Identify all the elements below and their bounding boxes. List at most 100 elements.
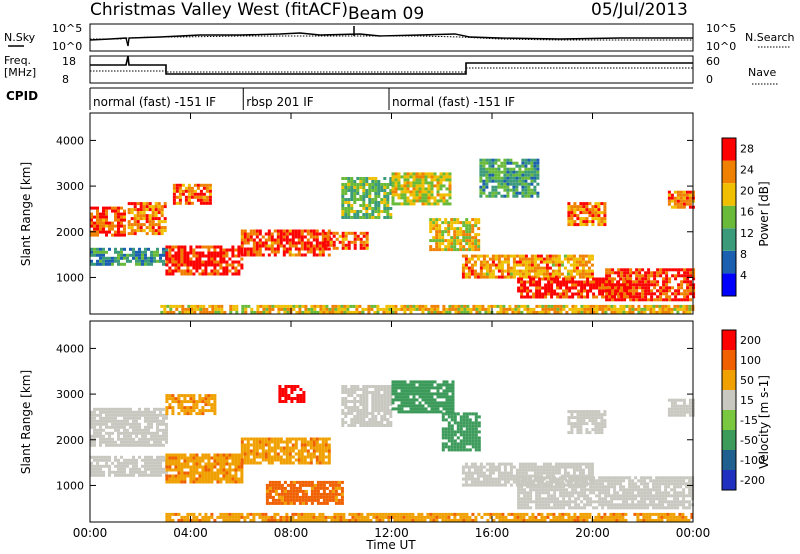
heatmap-cell	[210, 471, 214, 475]
heatmap-cell	[171, 453, 175, 457]
heatmap-cell	[511, 307, 515, 311]
heatmap-cell	[318, 253, 322, 257]
heatmap-cell	[491, 468, 495, 472]
heatmap-cell	[580, 295, 584, 299]
heatmap-cell	[586, 307, 590, 311]
heatmap-cell	[445, 389, 449, 393]
heatmap-cell	[448, 304, 452, 308]
heatmap-cell	[349, 304, 353, 308]
heatmap-cell	[438, 224, 442, 228]
heatmap-cell	[415, 392, 419, 396]
heatmap-cell	[442, 196, 446, 200]
heatmap-cell	[418, 304, 422, 308]
heatmap-cell	[321, 461, 325, 465]
heatmap-cell	[219, 480, 223, 484]
heatmap-cell	[479, 176, 483, 180]
heatmap-cell	[450, 430, 454, 434]
heatmap-cell	[554, 269, 558, 273]
heatmap-cell	[653, 286, 657, 290]
heatmap-cell	[476, 465, 480, 469]
heatmap-cell	[415, 172, 419, 176]
heatmap-cell	[487, 310, 491, 314]
heatmap-cell	[150, 434, 153, 438]
heatmap-cell	[102, 209, 105, 213]
heatmap-cell	[96, 467, 99, 471]
heatmap-cell	[430, 383, 434, 387]
heatmap-cell	[436, 181, 440, 185]
heatmap-cell	[418, 178, 422, 182]
heatmap-cell	[154, 202, 158, 206]
heatmap-cell	[400, 410, 404, 414]
heatmap-cell	[638, 298, 642, 302]
heatmap-cell	[307, 480, 311, 484]
heatmap-cell	[90, 221, 93, 225]
heatmap-cell	[195, 403, 199, 407]
heatmap-cell	[288, 449, 292, 453]
heatmap-cell	[211, 310, 215, 314]
heatmap-cell	[303, 449, 307, 453]
heatmap-cell	[341, 189, 345, 192]
heatmap-cell	[255, 247, 259, 251]
heatmap-cell	[240, 443, 244, 447]
heatmap-cell	[605, 292, 609, 296]
heatmap-cell	[216, 263, 220, 267]
heatmap-cell	[659, 271, 663, 275]
heatmap-cell	[180, 394, 184, 398]
heatmap-cell	[598, 292, 602, 296]
heatmap-cell	[620, 292, 624, 296]
heatmap-cell	[611, 298, 615, 302]
heatmap-cell	[427, 383, 431, 387]
heatmap-cell	[246, 455, 250, 459]
heatmap-cell	[318, 458, 322, 462]
heatmap-cell	[386, 403, 390, 406]
heatmap-cell	[300, 440, 304, 444]
heatmap-cell	[90, 253, 93, 257]
heatmap-cell	[665, 289, 669, 293]
heatmap-cell	[474, 430, 478, 434]
heatmap-cell	[544, 295, 548, 299]
heatmap-cell	[294, 244, 298, 248]
heatmap-cell	[634, 307, 638, 311]
heatmap-cell	[148, 223, 152, 227]
heatmap-cell	[165, 251, 169, 255]
heatmap-cell	[424, 196, 428, 200]
heatmap-cell	[374, 189, 378, 192]
heatmap-cell	[622, 310, 626, 314]
heatmap-cell	[578, 263, 582, 267]
heatmap-cell	[613, 304, 617, 308]
heatmap-cell	[365, 183, 369, 186]
heatmap-cell	[521, 260, 525, 264]
heatmap-cell	[427, 386, 431, 390]
heatmap-cell	[473, 465, 477, 469]
heatmap-cell	[559, 292, 563, 296]
heatmap-cell	[617, 271, 621, 275]
heatmap-cell	[294, 229, 298, 233]
heatmap-cell	[246, 458, 250, 462]
heatmap-cell	[436, 202, 440, 206]
heatmap-cell	[588, 211, 592, 215]
heatmap-cell	[244, 310, 248, 314]
heatmap-cell	[556, 295, 560, 299]
heatmap-cell	[683, 295, 687, 299]
heatmap-cell	[389, 385, 393, 388]
heatmap-cell	[326, 243, 330, 247]
heatmap-cell	[459, 415, 463, 419]
heatmap-cell	[108, 440, 111, 444]
heatmap-cell	[529, 289, 533, 293]
heatmap-cell	[210, 397, 214, 401]
heatmap-cell	[334, 310, 338, 314]
heatmap-cell	[515, 173, 519, 177]
heatmap-cell	[234, 453, 238, 457]
heatmap-cell	[448, 172, 452, 176]
heatmap-cell	[448, 175, 452, 179]
heatmap-cell	[129, 425, 132, 429]
heatmap-cell	[153, 250, 156, 254]
heatmap-cell	[444, 239, 448, 243]
heatmap-cell	[506, 462, 510, 466]
heatmap-cell	[138, 473, 141, 477]
heatmap-cell	[544, 304, 548, 308]
heatmap-cell	[370, 304, 374, 308]
heatmap-cell	[683, 289, 687, 293]
heatmap-cell	[334, 480, 338, 484]
heatmap-cell	[352, 304, 356, 308]
